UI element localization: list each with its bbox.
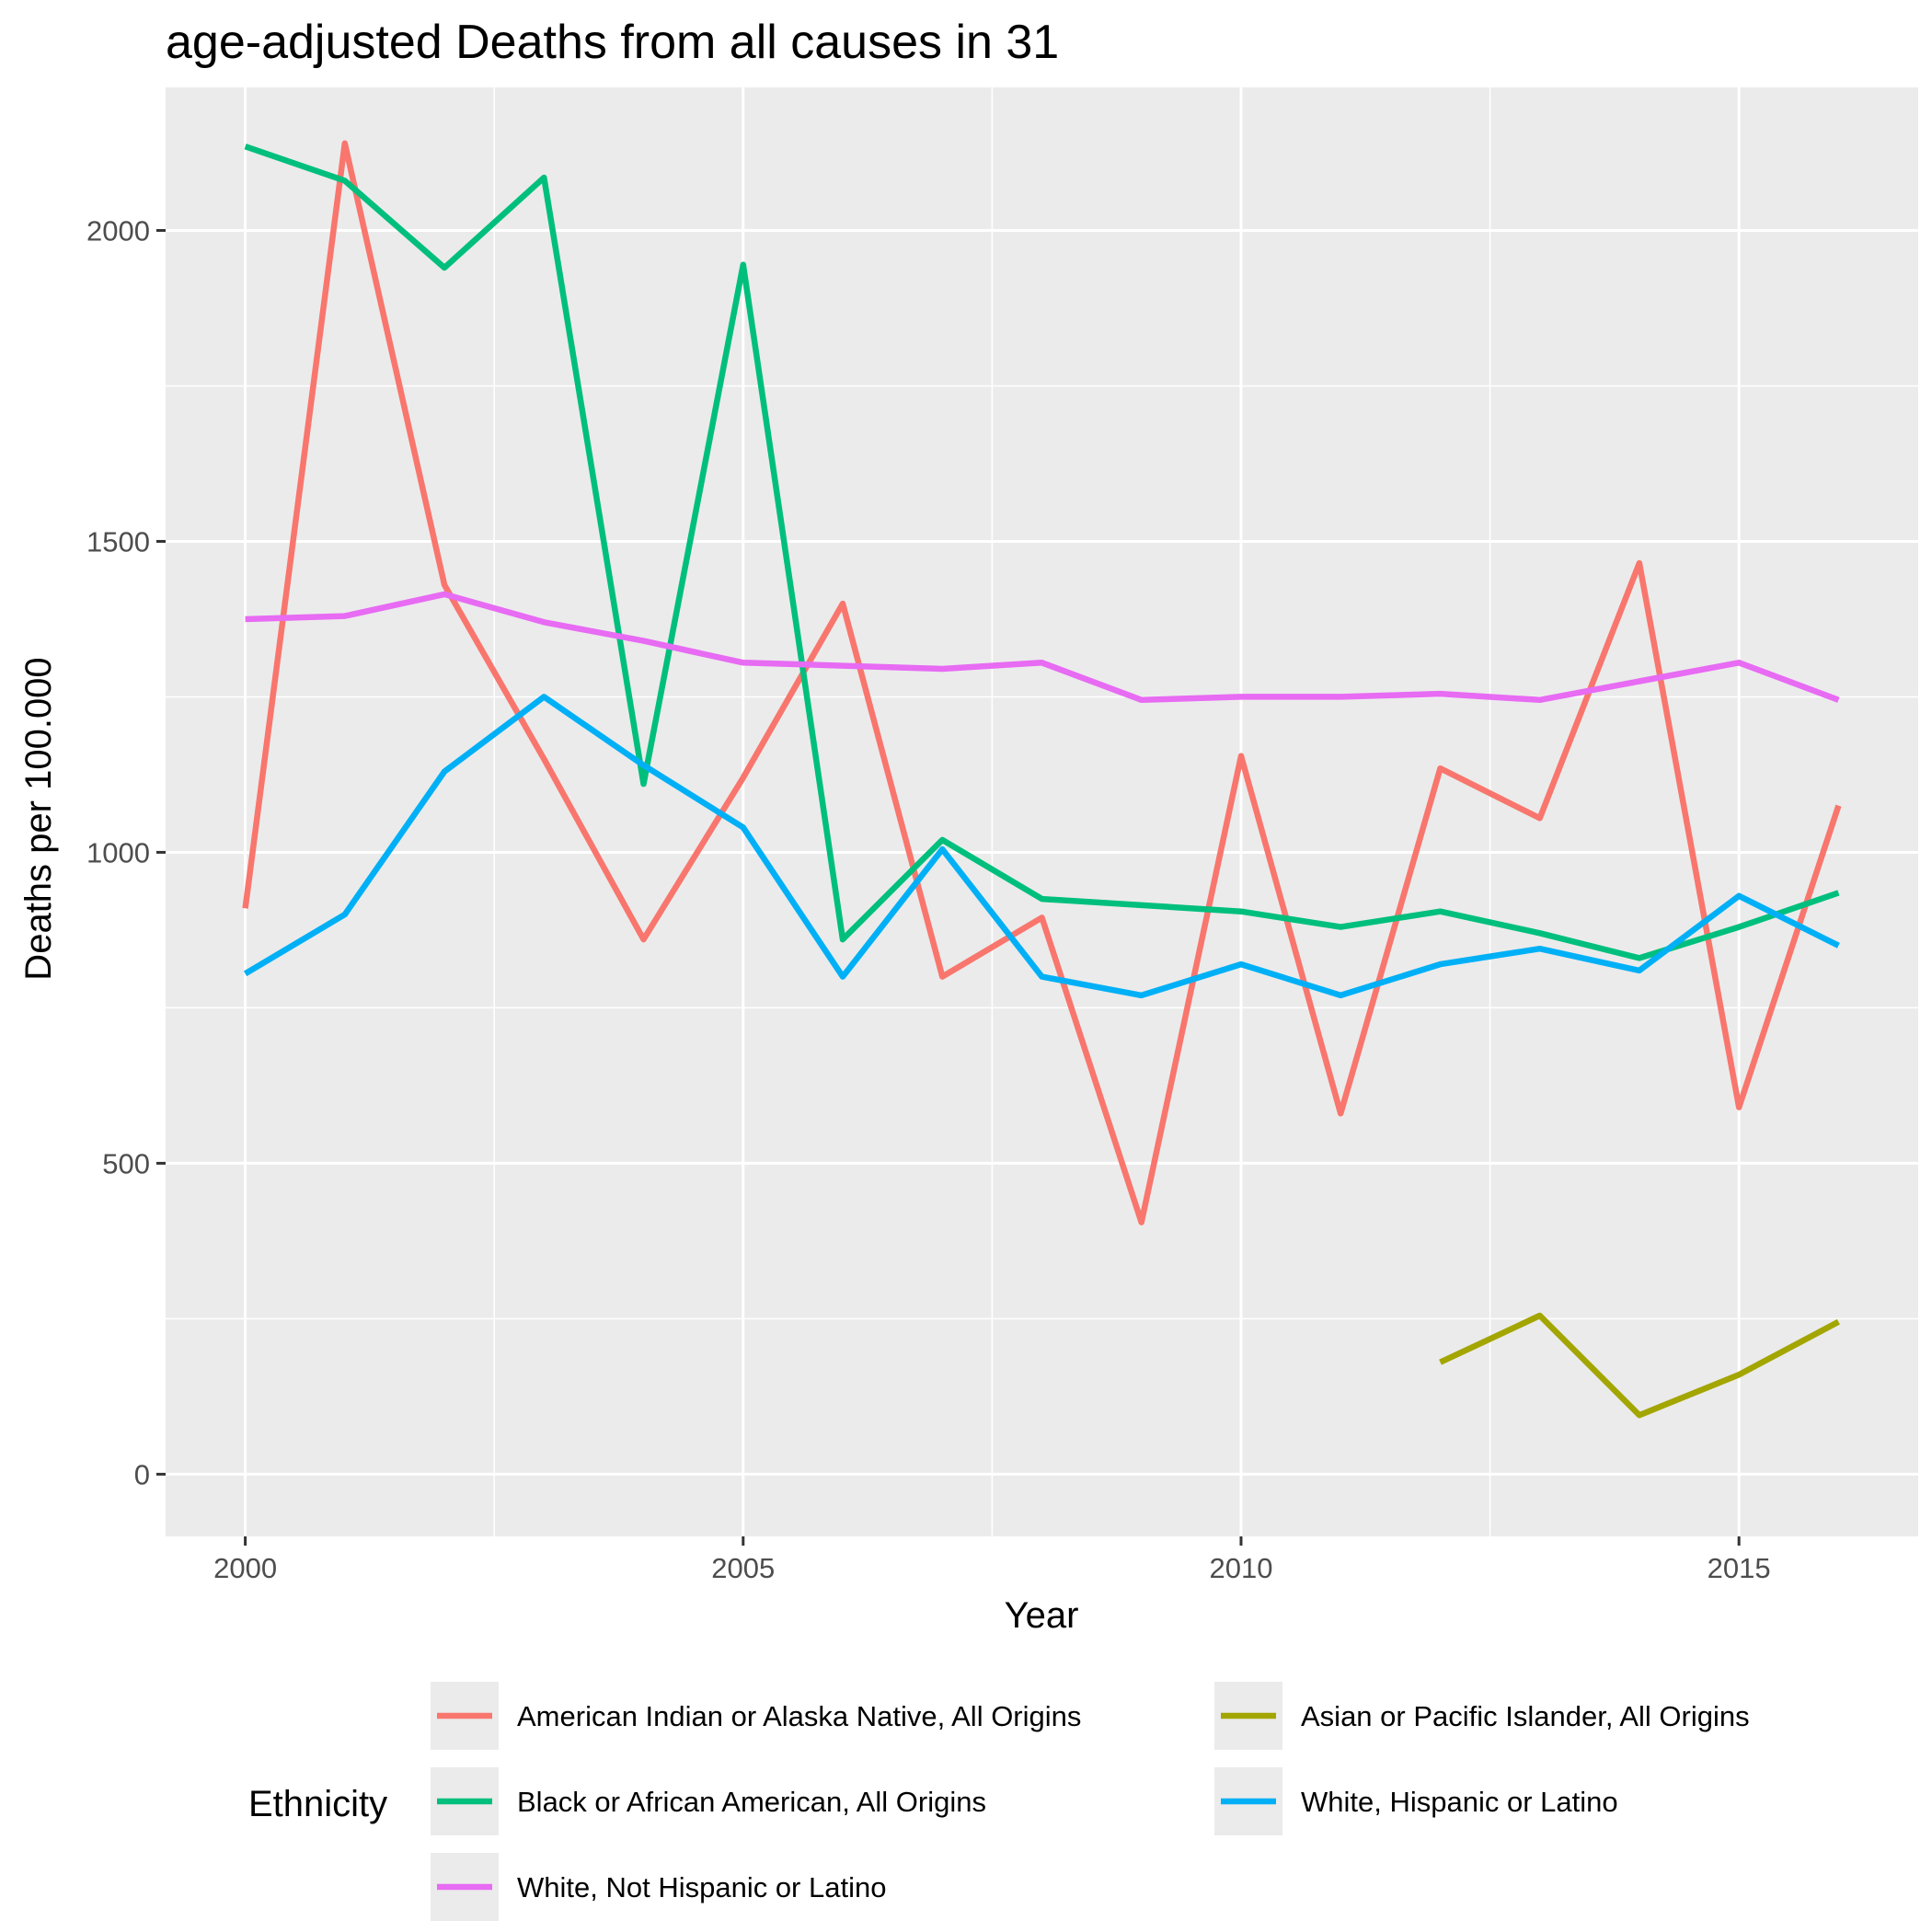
series-line-asian-or-pacific-islander-all-origins [1439, 1312, 1840, 1419]
x-tick-label: 2015 [1708, 1552, 1771, 1584]
series-line-white-hispanic-or-latino [243, 694, 1840, 999]
legend-title: Ethnicity [248, 1784, 387, 1824]
y-tick-label: 2000 [86, 214, 150, 247]
y-tick-label: 1000 [86, 836, 150, 868]
legend-label-asian-or-pacific-islander-all-origins: Asian or Pacific Islander, All Origins [1301, 1700, 1750, 1732]
x-axis-title: Year [1005, 1595, 1079, 1636]
series-line-black-or-african-american-all-origins [244, 144, 1840, 961]
y-tick-label: 500 [102, 1147, 150, 1179]
x-tick-label: 2005 [711, 1552, 775, 1584]
x-tick-label: 2010 [1209, 1552, 1272, 1584]
series-lines [242, 140, 1842, 1419]
legend-label-black-or-african-american-all-origins: Black or African American, All Origins [517, 1786, 986, 1818]
plot-panel [166, 87, 1918, 1536]
legend-label-white-not-hispanic-or-latino: White, Not Hispanic or Latino [517, 1871, 886, 1903]
series-line-white-not-hispanic-or-latino [245, 591, 1840, 704]
legend: Ethnicity American Indian or Alaska Nati… [248, 1682, 1750, 1921]
series-line-american-indian-or-alaska-native-all-origins [242, 140, 1842, 1225]
panel-background [166, 87, 1918, 1536]
y-tick-label: 1500 [86, 525, 150, 558]
axes: 2000 2005 2010 2015 0 500 1000 1500 2000 [86, 214, 1771, 1584]
y-axis-title: Deaths per 100.000 [18, 657, 59, 980]
y-tick-label: 0 [134, 1458, 150, 1490]
chart-title: age-adjusted Deaths from all causes in 3… [166, 16, 1059, 69]
legend-label-white-hispanic-or-latino: White, Hispanic or Latino [1301, 1786, 1618, 1818]
x-tick-label: 2000 [213, 1552, 277, 1584]
legend-label-american-indian-or-alaska-native-all-origins: American Indian or Alaska Native, All Or… [517, 1700, 1081, 1732]
